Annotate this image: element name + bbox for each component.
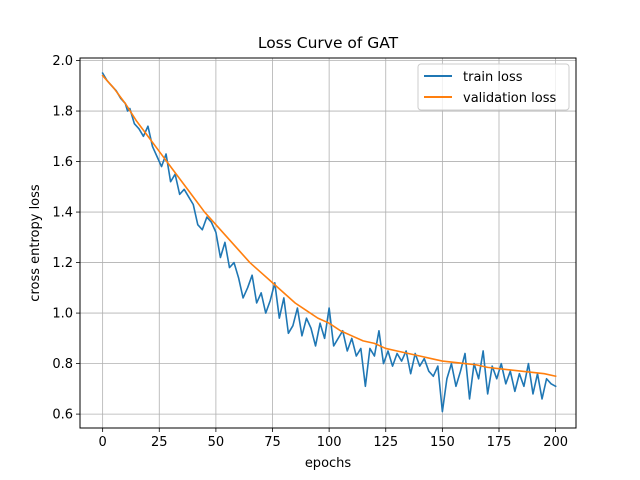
legend-box	[417, 63, 570, 111]
ticks: 0 25 50 75 100 125 150 175 200 0.6 0.8 1.0 1.2 1.4 1.6…	[52, 54, 568, 450]
plot-frame	[79, 57, 577, 429]
y-tick-label: 0.8	[52, 357, 73, 372]
x-tick-label: 150	[430, 435, 455, 450]
chart-title: Loss Curve of GAT	[258, 34, 399, 52]
x-tick-label: 200	[543, 435, 568, 450]
legend: train loss validation loss	[417, 63, 570, 111]
x-tick-label: 175	[487, 435, 512, 450]
y-axis-label: cross entropy loss	[28, 184, 43, 302]
y-tick-label: 1.8	[52, 105, 73, 120]
y-tick-label: 1.0	[52, 307, 73, 322]
series-layer	[101, 72, 557, 413]
x-tick-label: 25	[151, 435, 168, 450]
y-tick-label: 0.6	[52, 408, 73, 423]
x-tick-label: 75	[264, 435, 281, 450]
series-line-validation-loss	[101, 74, 557, 378]
grid	[80, 58, 576, 428]
series-line-train-loss	[101, 72, 557, 413]
y-tick-label: 1.6	[52, 155, 73, 170]
legend-label-validation-loss: validation loss	[463, 91, 556, 106]
x-tick-label: 100	[317, 435, 342, 450]
y-tick-label: 1.4	[52, 206, 73, 221]
legend-label-train-loss: train loss	[463, 70, 523, 85]
y-tick-label: 2.0	[52, 54, 73, 69]
x-tick-label: 50	[208, 435, 225, 450]
y-tick-label: 1.2	[52, 256, 73, 271]
x-tick-label: 0	[99, 435, 107, 450]
x-tick-label: 125	[373, 435, 398, 450]
x-axis-label: epochs	[305, 456, 352, 471]
